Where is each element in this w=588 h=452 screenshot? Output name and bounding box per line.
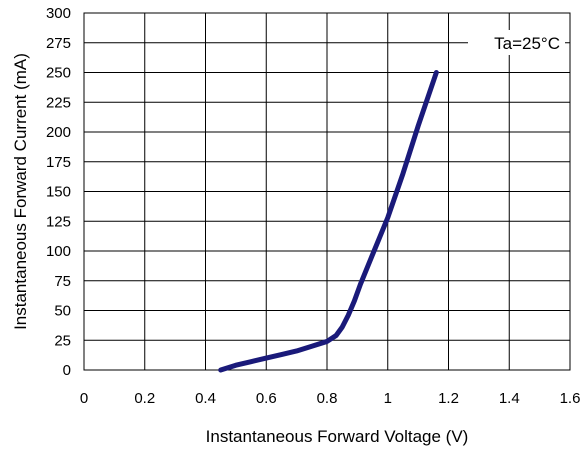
y-tick-label: 25 xyxy=(54,332,71,349)
y-tick-label: 100 xyxy=(46,243,71,260)
y-tick-label: 75 xyxy=(54,273,71,290)
x-tick-label: 1.2 xyxy=(438,390,459,407)
annotation-label: Ta=25°C xyxy=(494,34,560,53)
y-tick-label: 200 xyxy=(46,124,71,141)
x-tick-label: 1.4 xyxy=(499,390,520,407)
y-tick-labels: 0 25 50 75 100 125 150 175 200 225 250 275 300 xyxy=(46,5,71,379)
series-line xyxy=(218,70,439,373)
series-points xyxy=(220,72,437,371)
x-tick-label: 0.2 xyxy=(134,390,155,407)
gridlines xyxy=(84,13,570,370)
x-tick-label: 0.6 xyxy=(256,390,277,407)
x-tick-labels: 0 0.2 0.4 0.6 0.8 1 1.2 1.4 1.6 xyxy=(80,390,581,407)
y-tick-label: 275 xyxy=(46,35,71,52)
y-axis-title: Instantaneous Forward Current (mA) xyxy=(11,53,30,330)
x-tick-label: 1.6 xyxy=(560,390,581,407)
annotation-background xyxy=(468,30,565,55)
y-tick-label: 225 xyxy=(46,94,71,111)
y-tick-label: 300 xyxy=(46,5,71,22)
y-tick-label: 250 xyxy=(46,65,71,82)
y-tick-label: 50 xyxy=(54,303,71,320)
x-tick-label: 0.8 xyxy=(317,390,338,407)
x-axis-title: Instantaneous Forward Voltage (V) xyxy=(206,427,469,446)
x-tick-label: 1 xyxy=(384,390,392,407)
y-tick-label: 175 xyxy=(46,154,71,171)
y-tick-label: 0 xyxy=(63,362,71,379)
x-tick-label: 0 xyxy=(80,390,88,407)
y-tick-label: 150 xyxy=(46,184,71,201)
x-tick-label: 0.4 xyxy=(195,390,216,407)
y-tick-label: 125 xyxy=(46,213,71,230)
